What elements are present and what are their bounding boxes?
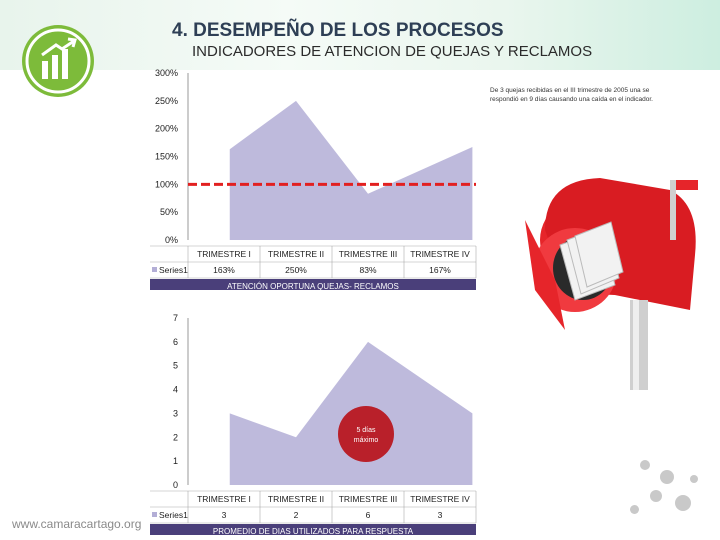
decorative-dot	[650, 490, 662, 502]
decorative-dot	[660, 470, 674, 484]
max-days-badge	[338, 406, 394, 462]
y-tick-label: 3	[173, 408, 178, 418]
category-label: TRIMESTRE I	[197, 249, 251, 259]
series-name: Series1	[159, 265, 188, 275]
y-tick-label: 7	[173, 313, 178, 323]
legend-swatch	[152, 267, 157, 272]
data-label: 250%	[285, 265, 307, 275]
y-tick-label: 6	[173, 337, 178, 347]
data-label: 167%	[429, 265, 451, 275]
legend-swatch	[152, 512, 157, 517]
y-tick-label: 0	[173, 480, 178, 490]
decorative-dot	[690, 475, 698, 483]
chart-up-icon	[25, 28, 91, 94]
annotation-note: De 3 quejas recibidas en el III trimestr…	[490, 87, 653, 103]
decorative-dot	[640, 460, 650, 470]
series-name: Series1	[159, 510, 188, 520]
page-subtitle: INDICADORES DE ATENCION DE QUEJAS Y RECL…	[192, 43, 593, 60]
category-label: TRIMESTRE I	[197, 494, 251, 504]
area-series	[224, 100, 473, 240]
y-tick-label: 200%	[155, 124, 178, 134]
footer-url: www.camaracartago.org	[12, 517, 142, 531]
y-tick-label: 100%	[155, 179, 178, 189]
category-label: TRIMESTRE IV	[410, 249, 470, 259]
chart-promedio-dias: 0 1 2 3 4 5 6 7 TRIMESTRE I TRIMESTRE II TRIMESTRE…	[150, 313, 477, 535]
mailbox-illustration	[525, 178, 698, 390]
y-tick-label: 0%	[165, 235, 178, 245]
decorative-dot	[675, 495, 691, 511]
category-label: TRIMESTRE II	[268, 494, 324, 504]
y-tick-label: 5	[173, 361, 178, 371]
data-label: 83%	[359, 265, 376, 275]
header-background	[0, 0, 720, 70]
category-label: TRIMESTRE II	[268, 249, 324, 259]
max-days-badge-text: 5 días máximo	[354, 427, 379, 444]
decorative-dot	[630, 505, 639, 514]
chart-title: ATENCIÓN OPORTUNA QUEJAS- RECLAMOS	[227, 282, 399, 290]
chart-title: PROMEDIO DE DIAS UTILIZADOS PARA RESPUES…	[213, 527, 414, 535]
y-tick-label: 4	[173, 385, 178, 395]
data-label: 3	[222, 510, 227, 520]
y-tick-label: 300%	[155, 68, 178, 78]
category-label: TRIMESTRE III	[339, 494, 398, 504]
y-tick-label: 250%	[155, 96, 178, 106]
data-label: 163%	[213, 265, 235, 275]
data-label: 2	[294, 510, 299, 520]
data-label: 6	[366, 510, 371, 520]
chart-atencion-oportuna: 0% 50% 100% 150% 200% 250% 300% TRIMESTRE I TRIM…	[150, 68, 477, 290]
page-title: 4. DESEMPEÑO DE LOS PROCESOS	[172, 20, 504, 41]
y-tick-label: 2	[173, 432, 178, 442]
y-tick-label: 50%	[160, 207, 178, 217]
logo	[22, 25, 94, 97]
chart-title-banner	[150, 279, 476, 290]
data-label: 3	[438, 510, 443, 520]
chart-title-banner	[150, 524, 476, 535]
category-label: TRIMESTRE III	[339, 249, 398, 259]
y-tick-label: 150%	[155, 152, 178, 162]
category-label: TRIMESTRE IV	[410, 494, 470, 504]
y-tick-label: 1	[173, 456, 178, 466]
